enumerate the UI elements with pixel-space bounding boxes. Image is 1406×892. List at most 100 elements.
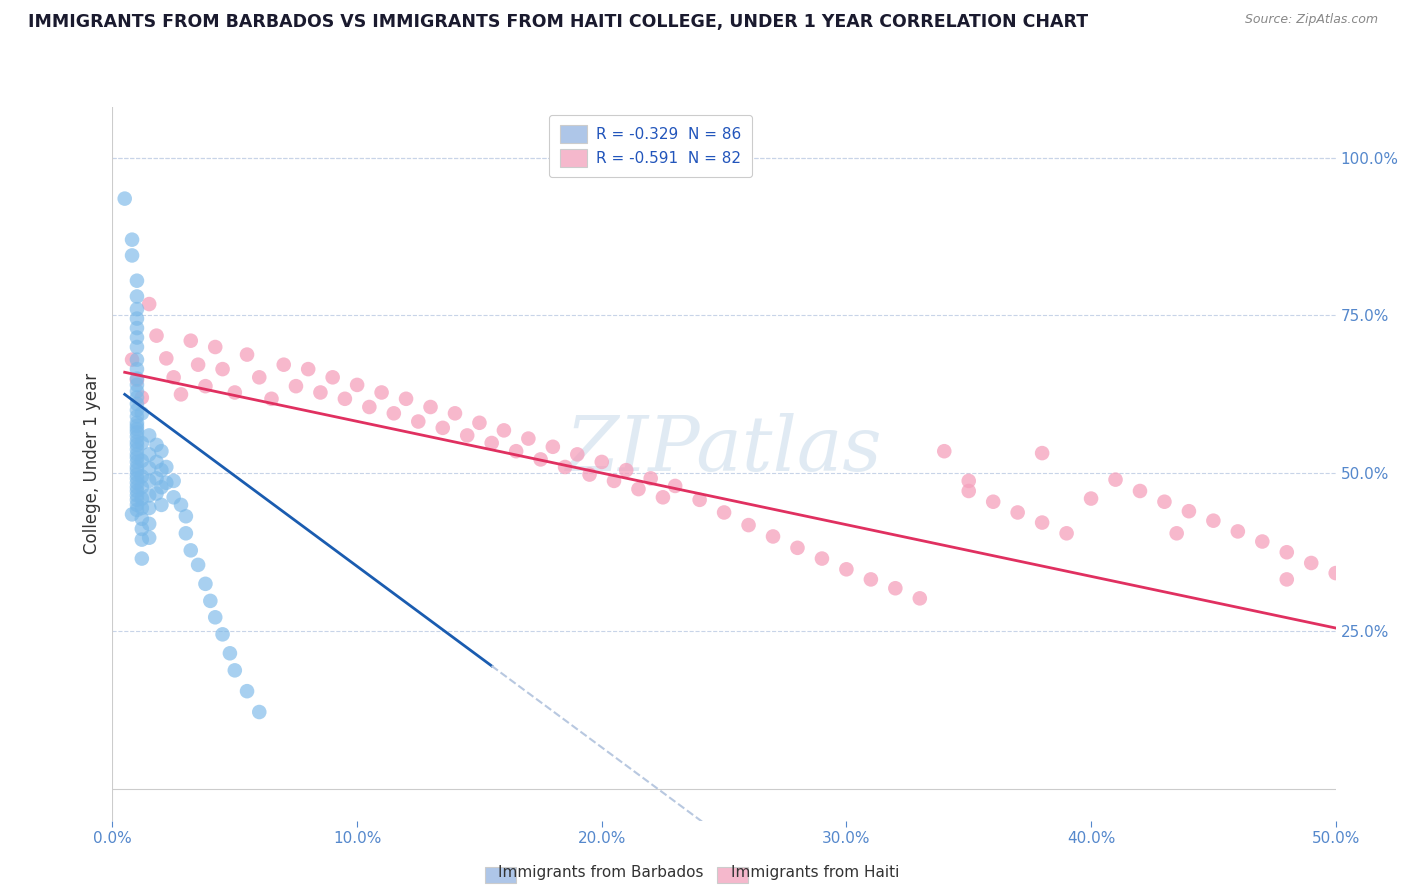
Point — [125, 340, 148, 354]
Point — [170, 498, 193, 512]
Point — [174, 509, 197, 524]
Point — [125, 498, 148, 512]
Point — [125, 488, 148, 502]
Point — [131, 469, 153, 483]
Point — [131, 453, 153, 467]
Point — [114, 192, 136, 206]
Point — [908, 591, 931, 606]
Point — [1301, 556, 1323, 570]
Point — [1166, 526, 1188, 541]
Point — [517, 432, 540, 446]
Point — [652, 491, 675, 505]
Point — [1324, 566, 1347, 580]
Point — [125, 422, 148, 436]
Point — [640, 471, 662, 485]
Point — [125, 371, 148, 385]
Point — [664, 479, 686, 493]
Point — [187, 358, 209, 372]
Text: ZIPatlas: ZIPatlas — [565, 413, 883, 486]
Point — [1007, 506, 1029, 520]
Point — [309, 385, 332, 400]
Point — [204, 610, 226, 624]
Point — [155, 475, 177, 490]
Point — [934, 444, 956, 458]
Point — [125, 391, 148, 405]
Point — [260, 392, 283, 406]
Point — [145, 328, 167, 343]
Point — [382, 406, 405, 420]
Point — [125, 311, 148, 326]
Point — [614, 463, 637, 477]
Point — [219, 646, 242, 660]
Point — [131, 406, 153, 420]
Point — [737, 518, 759, 533]
Point — [492, 423, 515, 437]
Point — [145, 455, 167, 469]
Point — [1251, 534, 1274, 549]
Point — [125, 302, 148, 317]
Point — [408, 415, 430, 429]
Point — [713, 506, 735, 520]
Legend: R = -0.329  N = 86, R = -0.591  N = 82: R = -0.329 N = 86, R = -0.591 N = 82 — [550, 115, 752, 178]
Point — [125, 455, 148, 469]
Point — [125, 434, 148, 449]
Point — [1226, 524, 1249, 539]
Point — [370, 385, 392, 400]
Point — [125, 475, 148, 490]
Point — [138, 488, 160, 502]
Point — [131, 533, 153, 547]
Point — [981, 494, 1004, 508]
Point — [247, 705, 270, 719]
Point — [125, 425, 148, 440]
Point — [170, 387, 193, 401]
Point — [131, 491, 153, 506]
Point — [591, 455, 613, 469]
Point — [125, 463, 148, 477]
Point — [145, 471, 167, 485]
Point — [180, 543, 202, 558]
Point — [125, 403, 148, 417]
Point — [174, 526, 197, 541]
Point — [125, 274, 148, 288]
Point — [138, 516, 160, 531]
Point — [131, 501, 153, 516]
Point — [1031, 516, 1053, 530]
Point — [121, 352, 143, 367]
Point — [541, 440, 564, 454]
Point — [125, 397, 148, 411]
Point — [150, 498, 173, 512]
Point — [125, 373, 148, 387]
Point — [131, 551, 153, 566]
Point — [322, 370, 344, 384]
Point — [125, 483, 148, 498]
Point — [346, 378, 368, 392]
Point — [1129, 483, 1152, 498]
Point — [194, 379, 217, 393]
Point — [125, 330, 148, 344]
Point — [125, 352, 148, 367]
Point — [567, 447, 589, 461]
Point — [1178, 504, 1201, 518]
Point — [236, 684, 259, 698]
Text: Immigrants from Barbados: Immigrants from Barbados — [498, 865, 703, 880]
Point — [444, 406, 467, 420]
Point — [125, 321, 148, 335]
Point — [125, 503, 148, 517]
Point — [125, 460, 148, 475]
Point — [835, 562, 858, 576]
Point — [125, 467, 148, 482]
Point — [505, 444, 527, 458]
Point — [529, 452, 551, 467]
Point — [163, 491, 186, 505]
Point — [578, 467, 600, 482]
Point — [131, 512, 153, 526]
Point — [1202, 514, 1225, 528]
Point — [138, 501, 160, 516]
Point — [125, 430, 148, 444]
Point — [138, 447, 160, 461]
Point — [121, 248, 143, 262]
Point — [155, 351, 177, 366]
Point — [131, 522, 153, 536]
Point — [273, 358, 295, 372]
Point — [1104, 473, 1126, 487]
